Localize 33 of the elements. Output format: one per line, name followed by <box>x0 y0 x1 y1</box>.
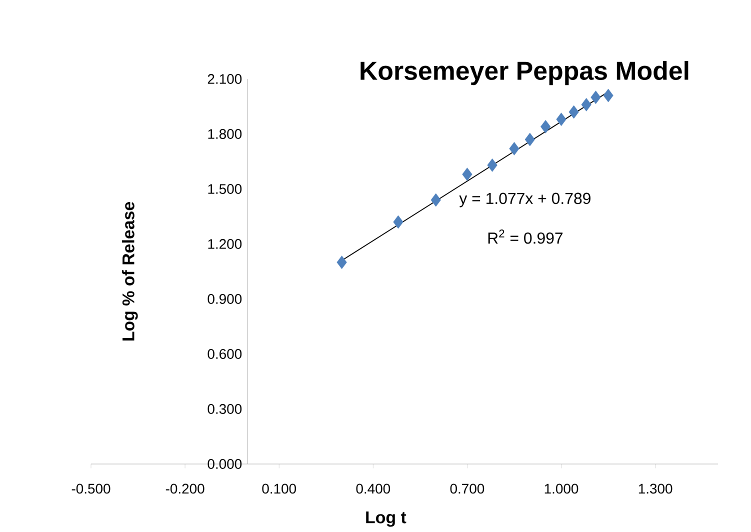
annotation: R$^{2}$ = 0.997 <box>488 230 563 244</box>
point <box>556 112 566 126</box>
point <box>393 215 404 229</box>
x-tick-label: 0.700 <box>450 484 484 494</box>
point <box>581 98 592 112</box>
point <box>462 168 472 182</box>
y-tick-label: 0.600 <box>208 349 242 359</box>
point <box>524 132 535 146</box>
point <box>509 142 520 156</box>
y-tick-label: 0.300 <box>208 404 242 414</box>
x-tick-label: -0.200 <box>166 484 204 494</box>
y-tick-label: 1.500 <box>208 184 242 194</box>
point <box>603 88 614 102</box>
point <box>540 120 551 134</box>
x-tick-label: 0.400 <box>356 484 390 494</box>
point <box>590 90 601 104</box>
point <box>430 193 441 207</box>
x-tick-label: 0.100 <box>262 484 296 494</box>
y-tick-label: 1.800 <box>208 129 242 139</box>
x-tick-label: 1.300 <box>638 484 672 494</box>
point <box>568 105 579 119</box>
point <box>336 256 347 270</box>
y-tick-label: 1.200 <box>208 239 242 249</box>
x-tick-label: -0.500 <box>72 484 110 494</box>
annotation: y = 1.077x + 0.789 <box>459 192 590 208</box>
point <box>487 158 498 172</box>
x-tick-label: 1.000 <box>544 484 578 494</box>
y-tick-label: 2.100 <box>208 74 242 84</box>
y-tick-label: 0.900 <box>208 294 242 304</box>
x-axis-title: Log t <box>366 512 406 527</box>
y-axis-title: Log % of Release <box>122 202 138 340</box>
y-tick-label: 0.000 <box>208 459 242 469</box>
chart-title: Korsemeyer Peppas Model <box>360 60 688 86</box>
